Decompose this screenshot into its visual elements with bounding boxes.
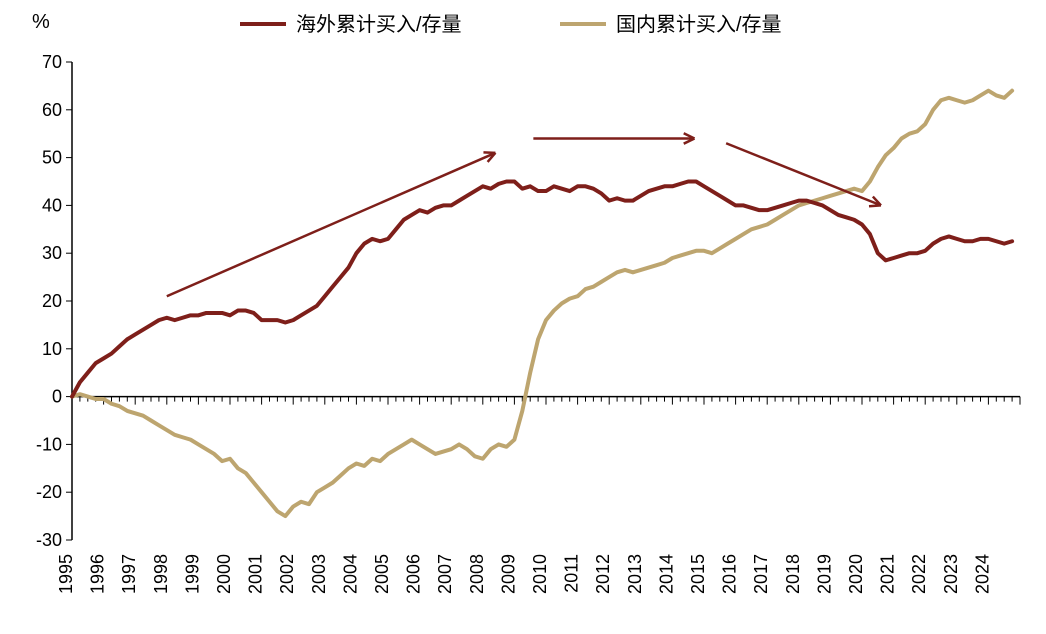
x-tick-label: 2000 bbox=[214, 554, 234, 594]
x-tick-label: 2013 bbox=[625, 554, 645, 594]
x-tick-label: 1997 bbox=[119, 554, 139, 594]
y-unit-label: % bbox=[32, 11, 50, 33]
legend-label: 海外累计买入/存量 bbox=[296, 13, 462, 36]
x-tick-label: 2010 bbox=[530, 554, 550, 594]
x-tick-label: 2024 bbox=[972, 554, 992, 594]
y-tick-label: -20 bbox=[36, 482, 62, 502]
y-tick-label: -10 bbox=[36, 434, 62, 454]
line-chart: -30 -20 -10 0 10 20 30 40 50 60 70% 1995 1996 1997 199… bbox=[0, 0, 1046, 634]
y-tick-label: 0 bbox=[52, 387, 62, 407]
x-tick-label: 2017 bbox=[751, 554, 771, 594]
x-tick-label: 2021 bbox=[878, 554, 898, 594]
y-tick-label: 50 bbox=[42, 148, 62, 168]
y-tick-label: 30 bbox=[42, 243, 62, 263]
x-tick-label: 2002 bbox=[277, 554, 297, 594]
x-tick-label: 2020 bbox=[846, 554, 866, 594]
x-tick-label: 2022 bbox=[909, 554, 929, 594]
y-tick-label: -30 bbox=[36, 530, 62, 550]
x-tick-label: 2016 bbox=[720, 554, 740, 594]
x-tick-label: 1995 bbox=[56, 554, 76, 594]
chart-container: -30 -20 -10 0 10 20 30 40 50 60 70% 1995 1996 1997 199… bbox=[0, 0, 1046, 634]
x-tick-label: 2006 bbox=[404, 554, 424, 594]
x-tick-label: 1996 bbox=[88, 554, 108, 594]
x-tick-label: 2012 bbox=[593, 554, 613, 594]
x-tick-label: 2014 bbox=[656, 554, 676, 594]
y-tick-label: 40 bbox=[42, 195, 62, 215]
x-tick-label: 2009 bbox=[498, 554, 518, 594]
x-tick-label: 2018 bbox=[783, 554, 803, 594]
y-tick-label: 70 bbox=[42, 52, 62, 72]
x-tick-label: 2001 bbox=[246, 554, 266, 594]
x-tick-label: 2011 bbox=[562, 554, 582, 593]
x-tick-label: 2004 bbox=[340, 554, 360, 594]
x-tick-label: 2005 bbox=[372, 554, 392, 594]
x-tick-label: 1998 bbox=[151, 554, 171, 594]
chart-bg bbox=[0, 0, 1046, 634]
x-tick-label: 2023 bbox=[941, 554, 961, 594]
x-tick-label: 2019 bbox=[814, 554, 834, 594]
x-tick-label: 1999 bbox=[182, 554, 202, 594]
y-tick-label: 20 bbox=[42, 291, 62, 311]
legend-label: 国内累计买入/存量 bbox=[616, 13, 782, 36]
x-tick-label: 2008 bbox=[467, 554, 487, 594]
y-tick-label: 10 bbox=[42, 339, 62, 359]
x-tick-label: 2015 bbox=[688, 554, 708, 594]
x-tick-label: 2007 bbox=[435, 554, 455, 594]
x-tick-label: 2003 bbox=[309, 554, 329, 594]
y-tick-label: 60 bbox=[42, 100, 62, 120]
